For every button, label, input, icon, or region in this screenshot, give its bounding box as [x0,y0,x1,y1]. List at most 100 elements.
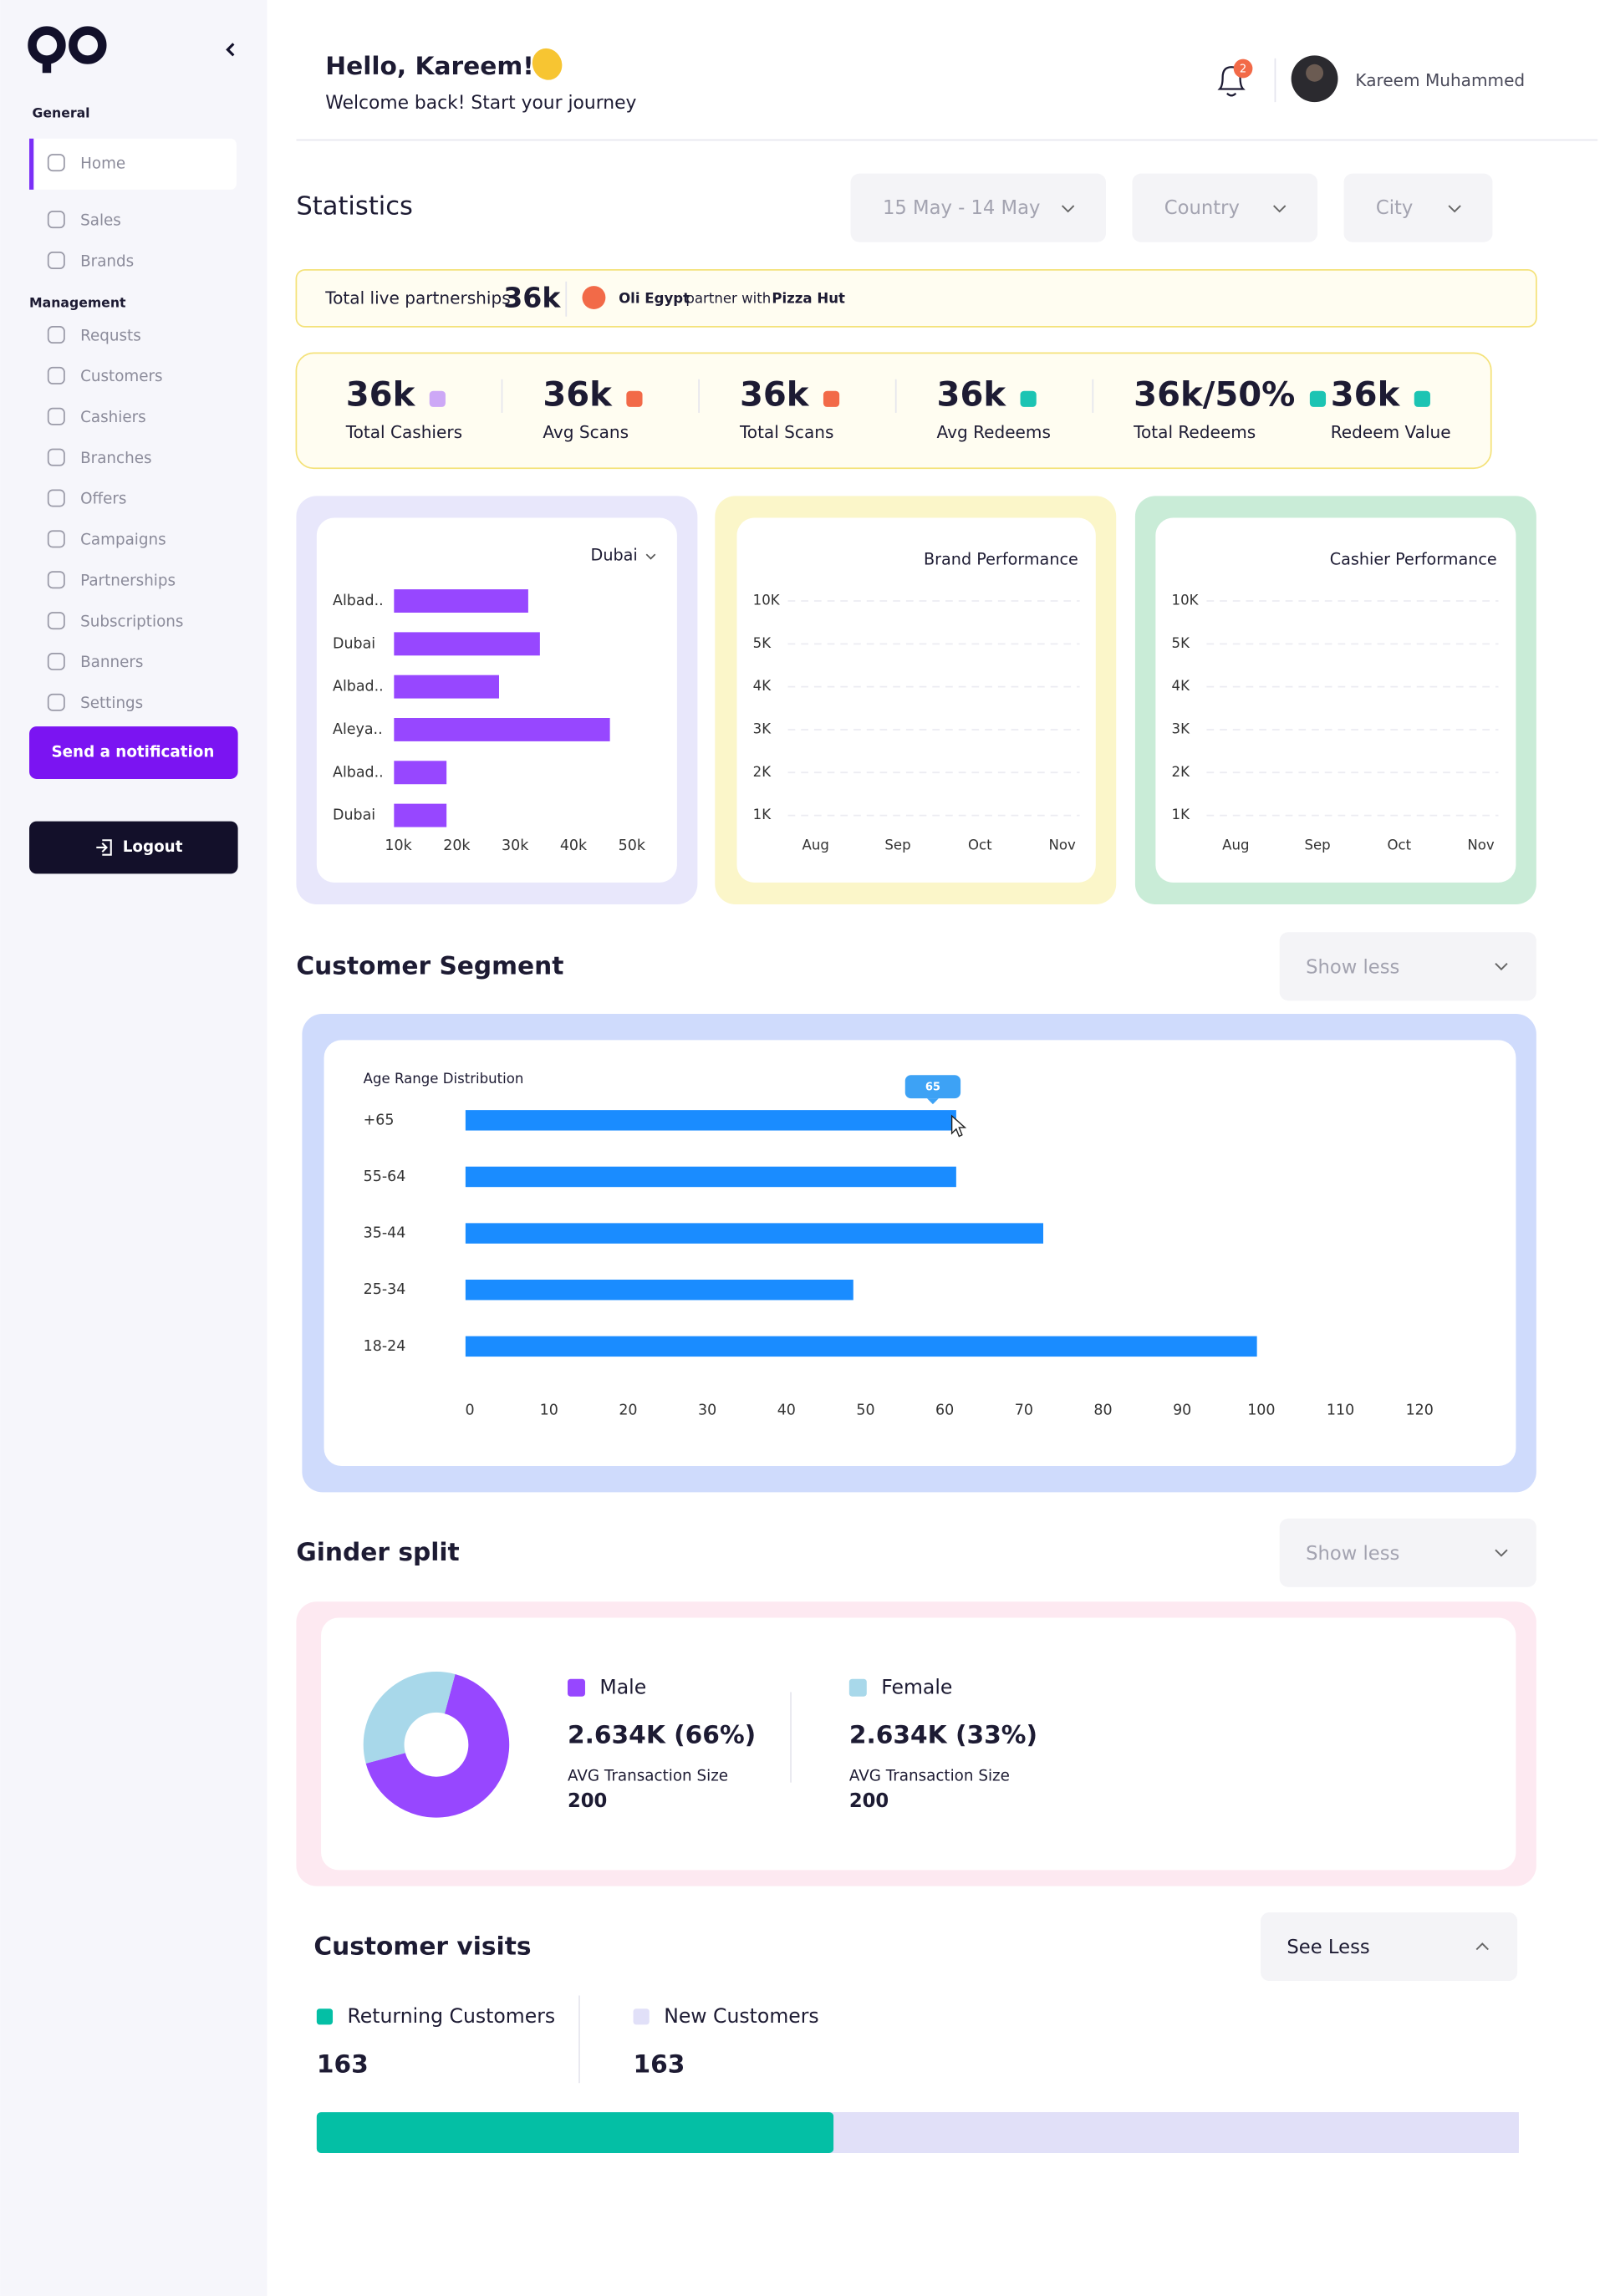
partner-text: partner with [685,290,771,306]
dropdown[interactable] [1279,1518,1536,1587]
kpi-label: Total Redeems [1133,422,1256,442]
metric-value: 200 [568,1790,607,1812]
progress-segment [316,2112,834,2153]
nav-section-title: Management [29,295,126,311]
nav-item[interactable]: Sales [80,211,121,229]
y-tick-label: 25-34 [364,1281,406,1298]
x-tick-label: 0 [466,1403,475,1419]
y-tick-label: 1K [1172,807,1191,822]
nav-icon [47,448,65,466]
kpi-value: 36k [1331,376,1401,415]
dropdown[interactable] [1279,932,1536,1001]
notification-bell[interactable] [1217,66,1246,97]
tooltip-tail [926,1098,939,1105]
segment-total: 2.634K (33%) [849,1719,1037,1749]
x-tick-label: 100 [1247,1403,1275,1419]
kpi-label: Avg Scans [543,422,629,442]
nav-item[interactable]: Partnerships [80,572,176,589]
tooltip-label: 65 [925,1082,940,1094]
nav-item[interactable]: Offers [80,491,126,508]
legend-swatch [568,1678,585,1697]
logo [28,26,107,74]
legend-label: Returning Customers [347,2004,555,2028]
filter-dropdown[interactable] [1343,173,1493,242]
x-tick-label: Nov [1467,837,1495,853]
nav-icon [47,652,65,670]
nav-item[interactable]: Branches [80,450,151,467]
section-title: Customer visits [313,1931,531,1960]
section-title: Statistics [296,191,413,221]
x-tick-label: Oct [968,837,992,853]
dropdown-label: Show less [1306,1543,1399,1565]
tooltip [904,1075,961,1099]
metric-value: 200 [849,1790,889,1812]
logout-button[interactable] [29,821,238,874]
legend-swatch [633,2008,650,2025]
kpi-label: Redeem Value [1331,422,1451,442]
x-tick-label: 40 [777,1403,796,1419]
bar [394,761,447,785]
y-tick-label: 2K [1172,764,1191,780]
nav-icon [47,407,65,425]
nav-item[interactable]: Settings [80,695,143,712]
nav-item[interactable]: Banners [80,654,143,671]
nav-icon [47,693,65,711]
nav-icon [47,211,65,229]
greeting-subtitle: Welcome back! Start your journey [325,93,636,114]
nav-item[interactable]: Subscriptions [80,613,183,630]
filter-dropdown[interactable] [1132,173,1318,242]
city-filter[interactable]: Dubai [591,545,638,564]
bar [394,675,499,699]
filter-dropdown[interactable] [850,173,1107,242]
nav-item[interactable]: Brands [80,252,134,270]
dropdown[interactable] [1261,1912,1518,1982]
x-tick-label: 60 [935,1403,954,1419]
panel-inner [316,517,677,883]
collapse-button[interactable] [226,43,235,57]
nav-item[interactable]: Home [80,155,125,172]
partner-name: Oli Egypt [619,290,690,306]
notification-badge [1233,59,1253,79]
section-title: Ginder split [296,1537,459,1566]
nav-item[interactable]: Campaigns [80,532,166,549]
button-label: Logout [123,838,183,856]
filter-label: City [1376,197,1413,219]
chevron [1495,1549,1508,1557]
nav-section-title: General [33,105,90,121]
x-tick-label: Nov [1048,837,1076,853]
section-title: Customer Segment [296,951,563,980]
bar [465,1223,1044,1244]
chevron [645,553,656,560]
kpi-color [823,390,840,407]
send-notification-button[interactable] [29,726,238,779]
legend-label: New Customers [664,2004,819,2028]
nav-item[interactable]: Requsts [80,327,141,344]
partner-logo [582,286,606,309]
kpi-value: 36k [346,376,416,415]
partner-brand: Pizza Hut [772,290,845,306]
chevron [1273,205,1287,213]
nav-icon [47,530,65,548]
active-nav-bg [29,138,237,190]
active-nav-indicator [29,138,34,190]
y-tick-label: Albad.. [333,764,384,781]
bar [465,1280,853,1301]
x-tick-label: 120 [1406,1403,1434,1419]
metric-label: AVG Transaction Size [568,1768,728,1785]
visit-count: 163 [634,2049,685,2079]
y-tick-label: 2K [753,764,772,780]
nav-item[interactable]: Cashiers [80,409,146,426]
chart-title: Brand Performance [924,550,1078,569]
y-tick-label: 10K [753,593,781,608]
nav-item[interactable]: Customers [80,368,162,385]
nav-icon [47,252,65,269]
bar [394,718,610,741]
metric-label: AVG Transaction Size [849,1768,1010,1785]
chevron [1448,205,1461,213]
x-tick-label: Sep [884,837,910,853]
x-tick-label: Oct [1387,837,1411,853]
dropdown-label: See Less [1287,1937,1369,1958]
kpi-value: 36k [937,376,1007,415]
sidebar [0,0,268,2296]
visit-count: 163 [317,2049,369,2079]
